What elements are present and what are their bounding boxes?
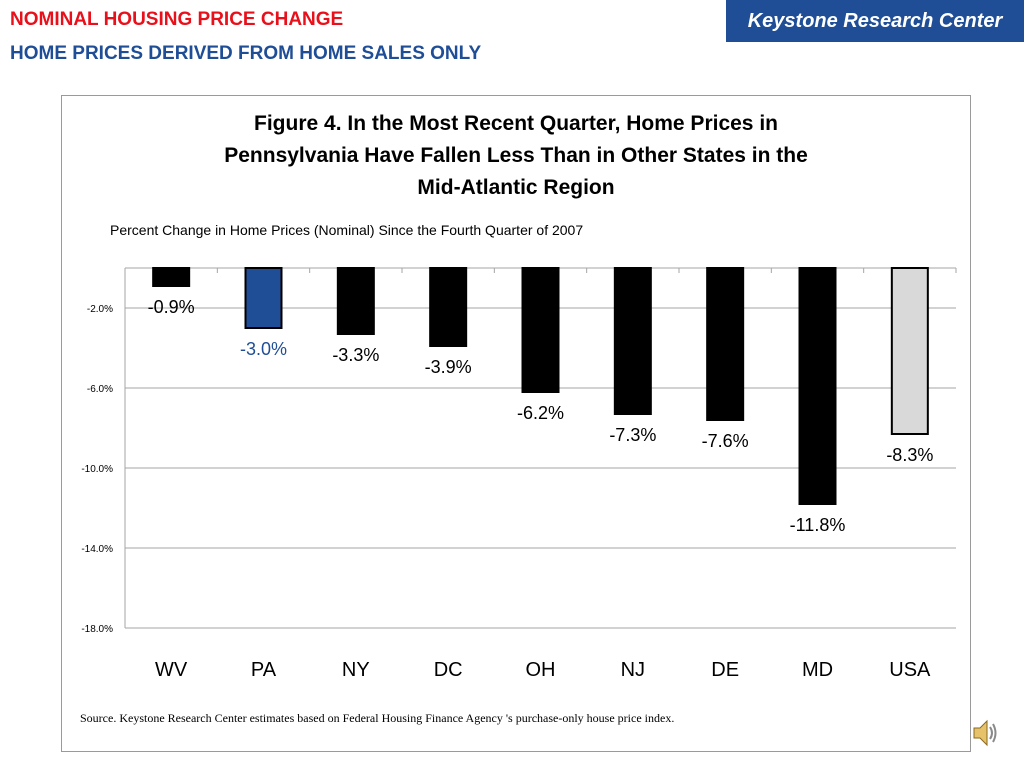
data-label: -7.3%	[609, 425, 656, 445]
y-tick-label: -6.0%	[87, 384, 113, 395]
data-label: -8.3%	[886, 445, 933, 465]
bar-wv	[152, 267, 191, 287]
x-tick-label: DC	[434, 659, 463, 681]
x-tick-label: MD	[802, 659, 833, 681]
bar-oh	[521, 267, 560, 393]
data-label: -3.9%	[425, 357, 472, 377]
figure-title-line-3: Mid-Atlantic Region	[417, 176, 615, 199]
x-tick-label: USA	[889, 659, 931, 681]
y-tick-label: -10.0%	[81, 464, 113, 475]
source-note: Source. Keystone Research Center estimat…	[80, 711, 675, 725]
chart-subtitle: Percent Change in Home Prices (Nominal) …	[110, 222, 584, 238]
chart-frame	[61, 95, 971, 752]
bar-usa	[890, 267, 929, 435]
figure-title-line-1: Figure 4. In the Most Recent Quarter, Ho…	[254, 112, 778, 135]
speaker-icon[interactable]	[972, 716, 998, 755]
bar-dc	[429, 267, 468, 347]
y-tick-label: -18.0%	[81, 624, 113, 635]
organization-badge: Keystone Research Center	[726, 0, 1024, 42]
x-tick-label: WV	[155, 659, 188, 681]
x-tick-label: NJ	[621, 659, 645, 681]
x-tick-label: NY	[342, 659, 370, 681]
bar-ny	[336, 267, 375, 335]
bar-pa	[244, 267, 283, 329]
data-label: -0.9%	[148, 297, 195, 317]
y-tick-label: -2.0%	[87, 304, 113, 315]
bar-md	[798, 267, 837, 505]
figure-title: Figure 4. In the Most Recent Quarter, Ho…	[180, 108, 852, 204]
x-tick-label: OH	[526, 659, 556, 681]
slide-title: NOMINAL HOUSING PRICE CHANGE	[10, 9, 344, 30]
data-label: -7.6%	[702, 431, 749, 451]
data-label: -3.3%	[332, 345, 379, 365]
x-tick-label: DE	[711, 659, 739, 681]
figure-title-line-2: Pennsylvania Have Fallen Less Than in Ot…	[224, 144, 808, 167]
x-tick-label: PA	[251, 659, 277, 681]
y-tick-label: -14.0%	[81, 544, 113, 555]
bar-de	[706, 267, 745, 421]
data-label: -11.8%	[790, 515, 846, 535]
bar-nj	[613, 267, 652, 415]
data-label: -3.0%	[240, 339, 287, 359]
slide-subtitle: HOME PRICES DERIVED FROM HOME SALES ONLY	[10, 43, 482, 64]
data-label: -6.2%	[517, 403, 564, 423]
